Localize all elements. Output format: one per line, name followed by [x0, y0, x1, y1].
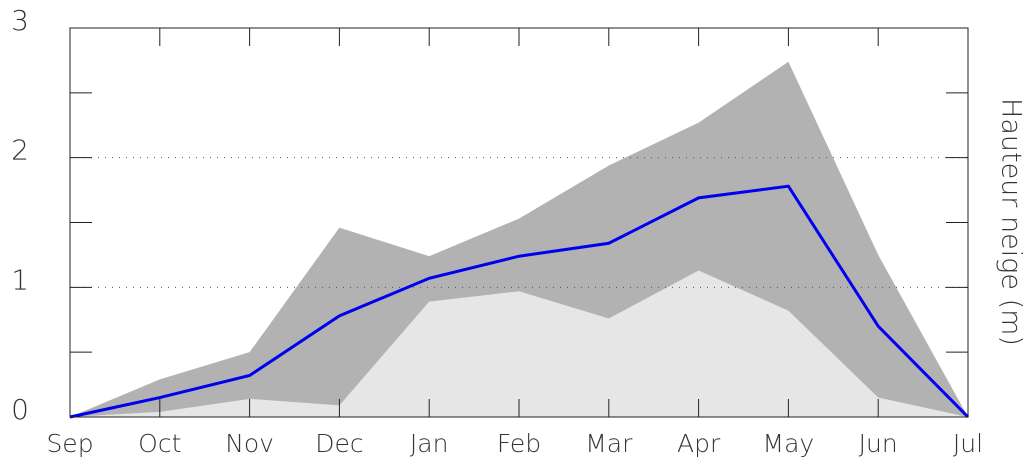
- x-tick-label: Oct: [138, 429, 181, 458]
- x-tick-label: Jul: [953, 429, 983, 458]
- x-tick-label: May: [763, 429, 815, 458]
- y-tick-label: 1: [11, 263, 29, 296]
- line: [69, 184, 970, 419]
- x-tick-label: Mar: [585, 429, 633, 458]
- area: [70, 270, 968, 417]
- x-tick-label: Apr: [677, 429, 721, 458]
- x-tick-label: Nov: [225, 429, 274, 458]
- y-tick-label: 3: [11, 4, 29, 37]
- y-axis-label: Hauteur neige (m): [996, 98, 1027, 346]
- x-tick-label: Feb: [497, 429, 541, 458]
- x-tick-label: Dec: [315, 429, 363, 458]
- y-tick-label: 2: [11, 134, 29, 167]
- x-tick-label: Sep: [46, 429, 93, 458]
- y-tick-label: 0: [11, 393, 29, 426]
- x-tick-label: Jun: [859, 429, 898, 458]
- x-tick-label: Jan: [410, 429, 449, 458]
